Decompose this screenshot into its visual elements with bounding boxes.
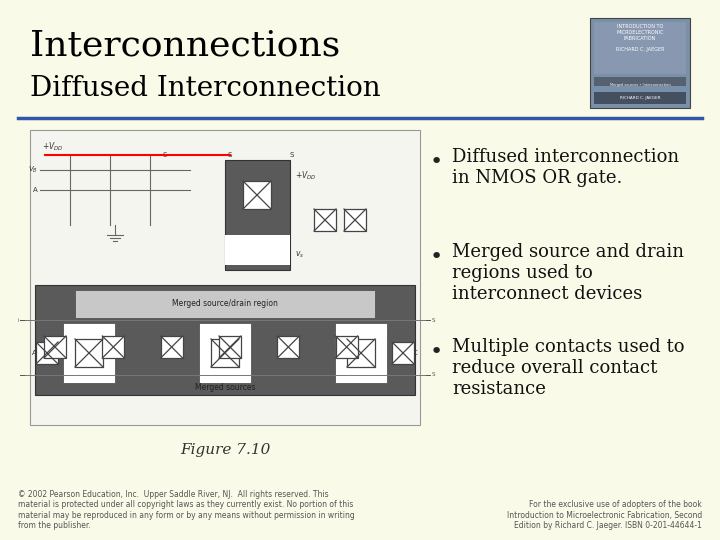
Text: Interconnections: Interconnections [30, 28, 341, 62]
Text: Merged source and drain
regions used to
interconnect devices: Merged source and drain regions used to … [452, 243, 684, 302]
Bar [75, 290, 375, 318]
Bar [277, 336, 300, 358]
Text: C: C [413, 350, 418, 356]
Text: Diffused Interconnection: Diffused Interconnection [30, 75, 381, 102]
Text: Merged sources: Merged sources [194, 382, 256, 392]
Text: $V_B$: $V_B$ [28, 165, 38, 175]
Text: Merged source/drain region: Merged source/drain region [172, 300, 278, 308]
Text: S: S [432, 318, 436, 322]
Text: $v_s$: $v_s$ [295, 249, 304, 260]
Bar [219, 336, 241, 358]
Bar [30, 130, 420, 425]
Bar [199, 323, 251, 383]
Bar [594, 92, 686, 104]
Text: •: • [430, 247, 444, 267]
Text: Multiple contacts used to
reduce overall contact
resistance: Multiple contacts used to reduce overall… [452, 338, 685, 397]
Bar [35, 285, 415, 395]
Bar [594, 77, 686, 85]
Text: $+V_{DD}$: $+V_{DD}$ [295, 170, 317, 183]
Text: © 2002 Pearson Education, Inc.  Upper Saddle River, NJ.  All rights reserved. Th: © 2002 Pearson Education, Inc. Upper Sad… [18, 490, 355, 530]
Text: S: S [290, 152, 294, 158]
Bar [75, 339, 103, 367]
Bar [243, 181, 271, 209]
Bar [335, 323, 387, 383]
Bar [63, 323, 115, 383]
Bar [336, 336, 358, 358]
Bar [392, 342, 414, 364]
Text: S: S [432, 373, 436, 377]
Bar [594, 22, 686, 74]
Text: A: A [33, 187, 38, 193]
Text: S: S [228, 152, 232, 158]
Text: •: • [430, 152, 444, 172]
Bar [44, 336, 66, 358]
Bar [347, 339, 375, 367]
Text: A: A [32, 350, 37, 356]
Bar [225, 160, 290, 270]
Text: Merged sources • Interconnection: Merged sources • Interconnection [610, 83, 670, 87]
Bar [36, 342, 58, 364]
Text: Diffused interconnection
in NMOS OR gate.: Diffused interconnection in NMOS OR gate… [452, 148, 679, 187]
Bar [344, 209, 366, 231]
Bar [211, 339, 239, 367]
Text: For the exclusive use of adopters of the book
Introduction to Microelectronic Fa: For the exclusive use of adopters of the… [507, 500, 702, 530]
Bar [314, 209, 336, 231]
Text: S: S [163, 152, 167, 158]
Text: RICHARD C. JAEGER: RICHARD C. JAEGER [620, 96, 660, 100]
Bar [225, 235, 290, 265]
Bar [102, 336, 125, 358]
Text: $+V_{DD}$: $+V_{DD}$ [42, 140, 63, 153]
Text: INTRODUCTION TO
MICROELECTRONIC
FABRICATION

RICHARD C. JAEGER: INTRODUCTION TO MICROELECTRONIC FABRICAT… [616, 24, 665, 52]
Bar [161, 336, 183, 358]
Text: i: i [17, 318, 19, 322]
Bar [590, 18, 690, 108]
Text: Figure 7.10: Figure 7.10 [180, 443, 270, 457]
Text: •: • [430, 342, 444, 362]
